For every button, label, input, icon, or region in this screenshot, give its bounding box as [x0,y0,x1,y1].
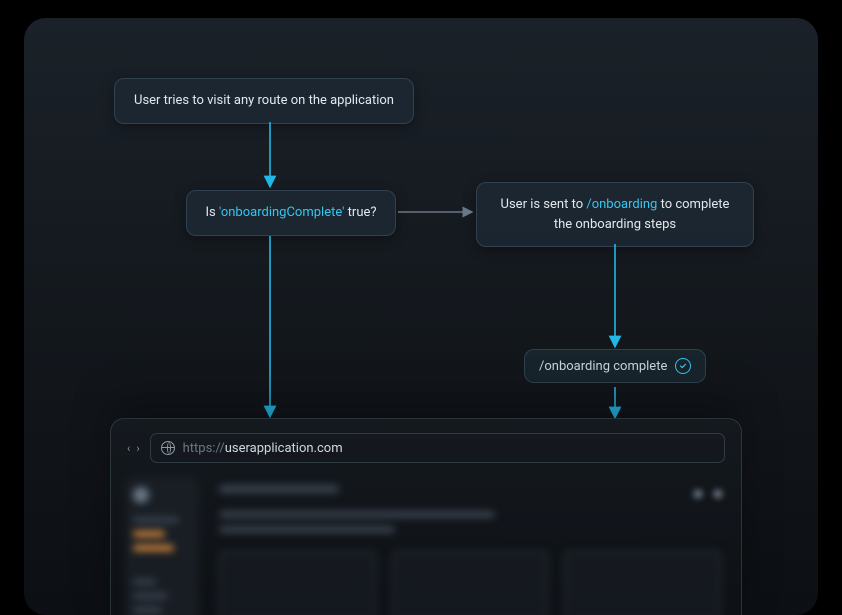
node-text: User is sent to /onboarding to complete … [495,195,735,234]
url-text: https://userapplication.com [183,441,343,456]
arrow-decision-to-redirect [398,211,476,213]
diagram-canvas: User tries to visit any route on the app… [24,18,818,615]
arrow-decision-to-browser [269,236,271,420]
flow-node-start: User tries to visit any route on the app… [114,78,414,124]
globe-icon [161,441,175,455]
browser-mock: ‹ › https://userapplication.com [110,418,742,615]
browser-chrome: ‹ › https://userapplication.com [111,419,741,473]
flow-node-redirect: User is sent to /onboarding to complete … [476,182,754,247]
nav-arrows: ‹ › [127,442,140,455]
arrow-redirect-to-complete [614,244,616,350]
address-bar[interactable]: https://userapplication.com [150,433,725,463]
arrow-start-to-decision [269,122,271,190]
arrow-complete-to-browser [614,387,616,421]
content-mock [213,477,727,615]
flow-node-complete: /onboarding complete [524,349,706,383]
sidebar-mock [125,477,199,615]
pill-label: /onboarding complete [539,359,667,374]
node-text: Is 'onboardingComplete' true? [205,203,376,223]
flow-node-decision: Is 'onboardingComplete' true? [186,190,396,236]
nav-back-icon: ‹ [127,442,130,455]
app-preview-blurred [111,477,741,615]
node-text: User tries to visit any route on the app… [134,91,394,111]
nav-forward-icon: › [136,442,139,455]
check-circle-icon [675,358,691,374]
